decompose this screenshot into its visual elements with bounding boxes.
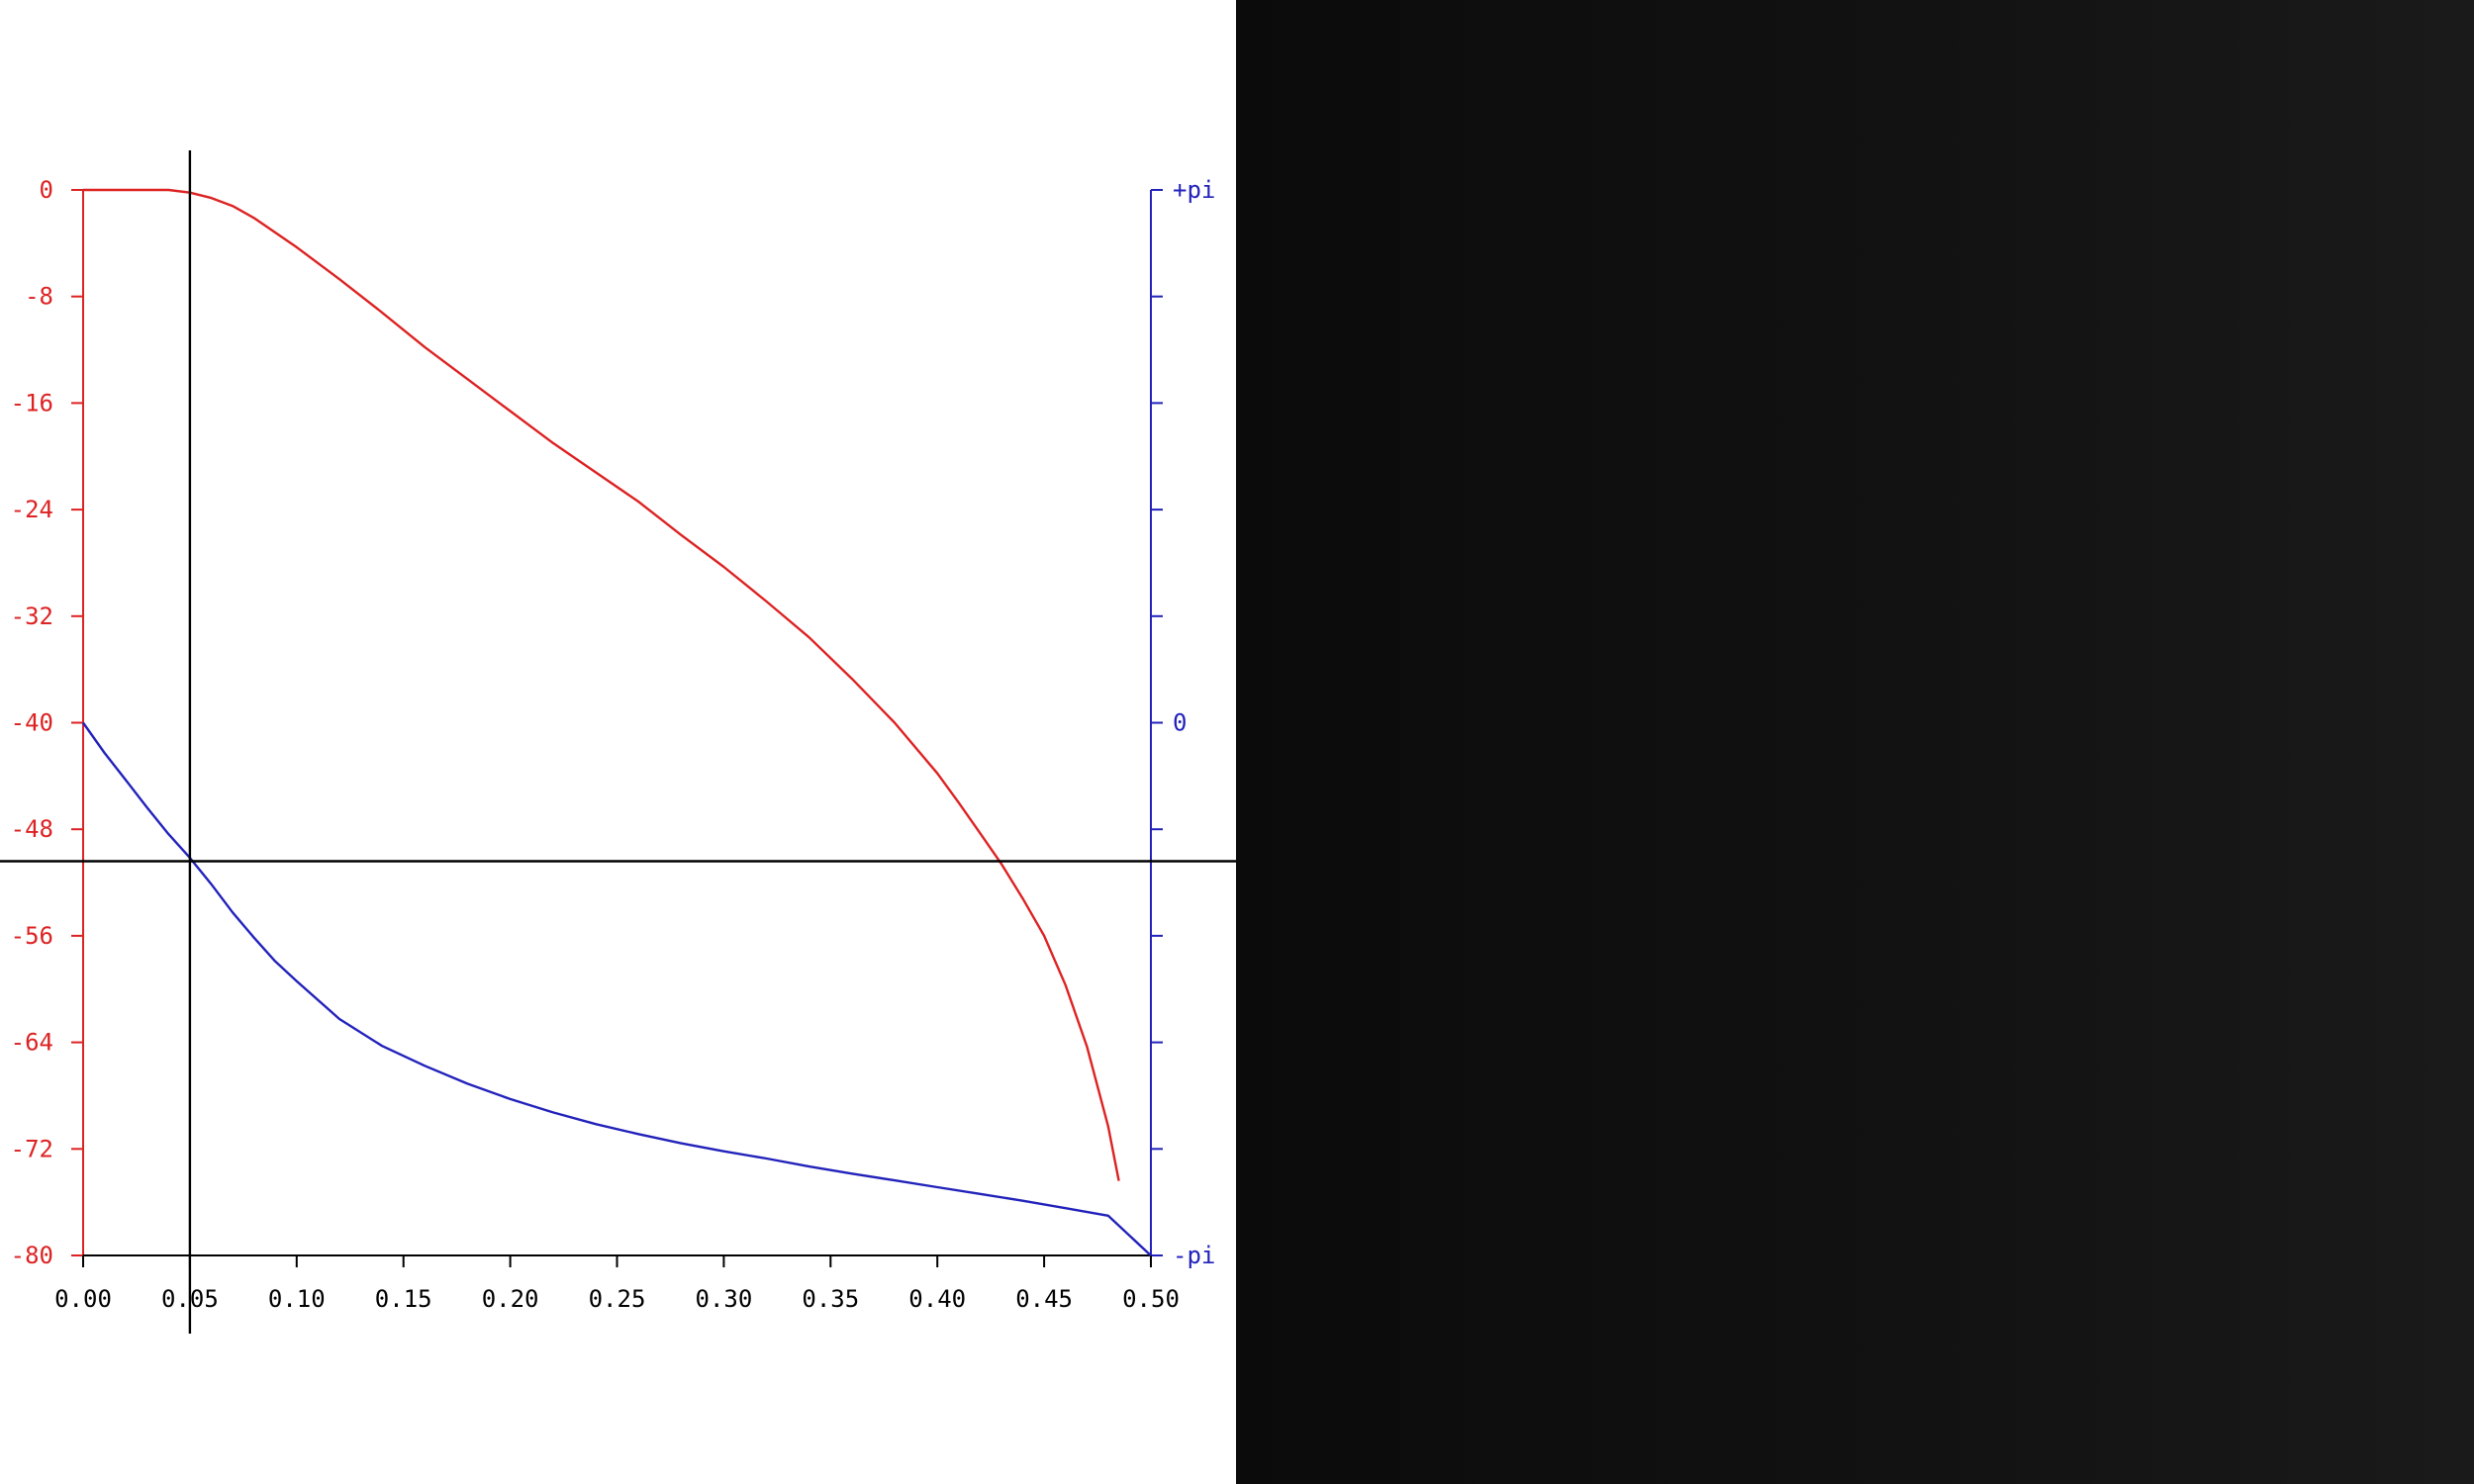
x-axis-tick-label: 0.20 bbox=[482, 1285, 539, 1313]
x-axis-tick-label: 0.40 bbox=[908, 1285, 966, 1313]
x-axis-tick-label: 0.45 bbox=[1015, 1285, 1073, 1313]
right-axis-tick-label: -pi bbox=[1173, 1242, 1215, 1269]
x-axis-tick-label: 0.35 bbox=[802, 1285, 859, 1313]
right-axis-tick-label: +pi bbox=[1173, 176, 1215, 204]
left-axis-tick-label: -24 bbox=[11, 496, 53, 523]
plot-panel[interactable]: 0 -8 -16 -24 -32 -40 -48 -56 -64 -72 -80 +pi 0 -pi 0.0… bbox=[0, 0, 1236, 1484]
left-axis-tick-label: -32 bbox=[11, 603, 53, 630]
magnitude-series-line bbox=[83, 188, 1120, 1181]
left-axis-tick-label: -64 bbox=[11, 1029, 53, 1057]
left-axis-tick-label: -48 bbox=[11, 815, 53, 843]
dark-panel bbox=[1236, 0, 2474, 1484]
x-axis-tick-label: 0.50 bbox=[1122, 1285, 1180, 1313]
left-axis-tick-label: -56 bbox=[11, 922, 53, 950]
left-axis-tick-label: -8 bbox=[25, 283, 53, 311]
x-axis-tick-label: 0.30 bbox=[696, 1285, 753, 1313]
x-axis-tick-label: 0.15 bbox=[375, 1285, 432, 1313]
left-axis-tick-label: -40 bbox=[11, 709, 53, 737]
x-axis-tick-label: 0.25 bbox=[589, 1285, 646, 1313]
left-axis-tick-label: -72 bbox=[11, 1135, 53, 1162]
left-axis-tick-label: 0 bbox=[40, 176, 53, 204]
left-axis-tick-label: -16 bbox=[11, 389, 53, 417]
x-axis-tick-label: 0.10 bbox=[268, 1285, 326, 1313]
x-axis-tick-label: 0.05 bbox=[161, 1285, 219, 1313]
x-axis-tick-label: 0.00 bbox=[54, 1285, 112, 1313]
response-plot[interactable]: 0 -8 -16 -24 -32 -40 -48 -56 -64 -72 -80 +pi 0 -pi 0.0… bbox=[0, 0, 1236, 1484]
left-axis-tick-label: -80 bbox=[11, 1242, 53, 1269]
phase-series-line bbox=[82, 721, 1152, 1256]
right-axis-tick-label: 0 bbox=[1173, 709, 1187, 737]
